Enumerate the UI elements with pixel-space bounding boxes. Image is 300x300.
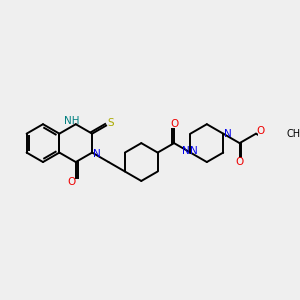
Text: CH₃: CH₃: [286, 129, 300, 139]
Text: O: O: [256, 126, 264, 136]
Text: N: N: [182, 146, 190, 156]
Text: S: S: [107, 118, 114, 128]
Text: NH: NH: [64, 116, 79, 126]
Text: O: O: [170, 119, 178, 129]
Text: O: O: [236, 158, 244, 167]
Text: N: N: [93, 149, 101, 159]
Text: O: O: [67, 177, 76, 188]
Text: N: N: [224, 129, 231, 139]
Text: N: N: [190, 146, 198, 156]
